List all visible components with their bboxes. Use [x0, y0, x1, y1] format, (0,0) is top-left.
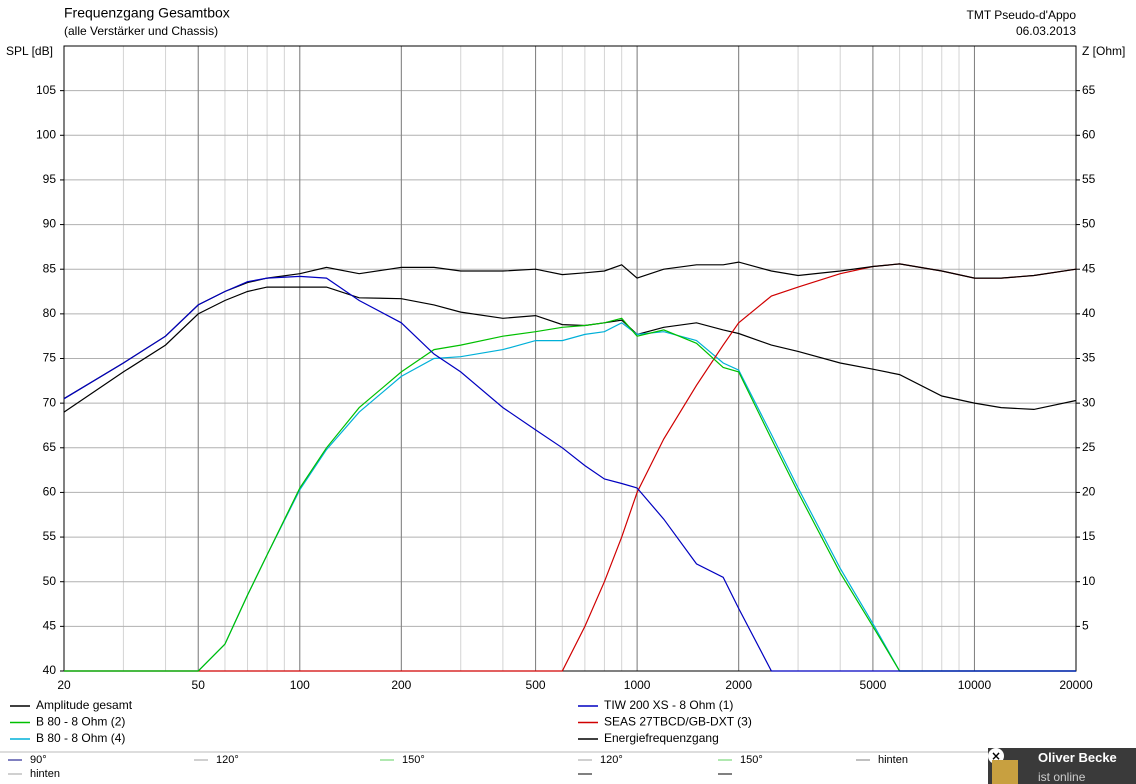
y-tick-label: 60 — [43, 485, 57, 499]
series-line — [64, 322, 1076, 672]
notification[interactable]: × Oliver Becke ist online — [988, 748, 1136, 784]
chart-subtitle: (alle Verstärker und Chassis) — [64, 24, 218, 38]
legend-label: SEAS 27TBCD/GB-DXT (3) — [604, 715, 752, 729]
notification-name: Oliver Becke — [1038, 750, 1117, 765]
y-tick-label: 75 — [43, 351, 57, 365]
angle-label: 120° — [216, 754, 239, 766]
series-line — [64, 317, 1076, 672]
x-tick-label: 2000 — [725, 678, 752, 692]
y2-tick-label: 35 — [1082, 351, 1096, 365]
y-tick-label: 85 — [43, 261, 57, 275]
y-tick-label: 65 — [43, 440, 57, 454]
y-tick-label: 105 — [36, 83, 56, 97]
plot-frame — [63, 45, 1077, 672]
x-tick-label: 20000 — [1059, 678, 1093, 692]
series-line — [63, 275, 1076, 672]
y-tick-label: 70 — [43, 395, 57, 409]
y-tick-label: 50 — [43, 574, 57, 588]
series-line — [63, 261, 1077, 400]
legend-label: Energiefrequenzgang — [604, 731, 719, 745]
chart-title: Frequenzgang Gesamtbox — [64, 5, 230, 21]
x-tick-label: 5000 — [860, 678, 887, 692]
legend-label: Amplitude gesamt — [36, 698, 133, 712]
y2-tick-label: 45 — [1082, 261, 1096, 275]
angle-label: hinten — [30, 768, 60, 780]
x-tick-label: 100 — [290, 678, 310, 692]
y-tick-label: 55 — [43, 529, 57, 543]
y2-tick-label: 40 — [1082, 306, 1096, 320]
y-tick-label: 40 — [43, 663, 57, 677]
annotation: TMT Pseudo-d'Appo — [967, 8, 1077, 22]
y2-tick-label: 5 — [1082, 619, 1089, 633]
y2-tick-label: 20 — [1082, 485, 1096, 499]
angle-label: hinten — [878, 754, 908, 766]
y2-axis-label: Z [Ohm] — [1082, 44, 1125, 58]
annotation: 06.03.2013 — [1016, 24, 1076, 38]
y2-tick-label: 15 — [1082, 529, 1096, 543]
angle-label: 120° — [600, 754, 623, 766]
notification-status: ist online — [1038, 770, 1086, 784]
avatar — [992, 760, 1018, 784]
series-line — [63, 286, 1077, 413]
y2-tick-label: 60 — [1082, 127, 1096, 141]
y-axis-label: SPL [dB] — [6, 44, 53, 58]
y-tick-label: 45 — [43, 619, 57, 633]
x-tick-label: 20 — [57, 678, 71, 692]
angle-label: 150° — [740, 754, 763, 766]
y2-tick-label: 10 — [1082, 574, 1096, 588]
legend-label: B 80 - 8 Ohm (2) — [36, 715, 125, 729]
x-tick-label: 10000 — [958, 678, 992, 692]
y-tick-label: 100 — [36, 127, 56, 141]
y-tick-label: 90 — [43, 217, 57, 231]
y-tick-label: 80 — [43, 306, 57, 320]
y2-tick-label: 65 — [1082, 83, 1096, 97]
y2-tick-label: 25 — [1082, 440, 1096, 454]
x-tick-label: 50 — [192, 678, 206, 692]
x-tick-label: 1000 — [624, 678, 651, 692]
legend-label: TIW 200 XS - 8 Ohm (1) — [604, 698, 733, 712]
angle-label: 150° — [402, 754, 425, 766]
y-tick-label: 95 — [43, 172, 57, 186]
y2-tick-label: 30 — [1082, 395, 1096, 409]
y2-tick-label: 55 — [1082, 172, 1096, 186]
y2-tick-label: 50 — [1082, 217, 1096, 231]
legend-label: B 80 - 8 Ohm (4) — [36, 731, 125, 745]
angle-label: 90° — [30, 754, 47, 766]
x-tick-label: 200 — [391, 678, 411, 692]
x-tick-label: 500 — [526, 678, 546, 692]
